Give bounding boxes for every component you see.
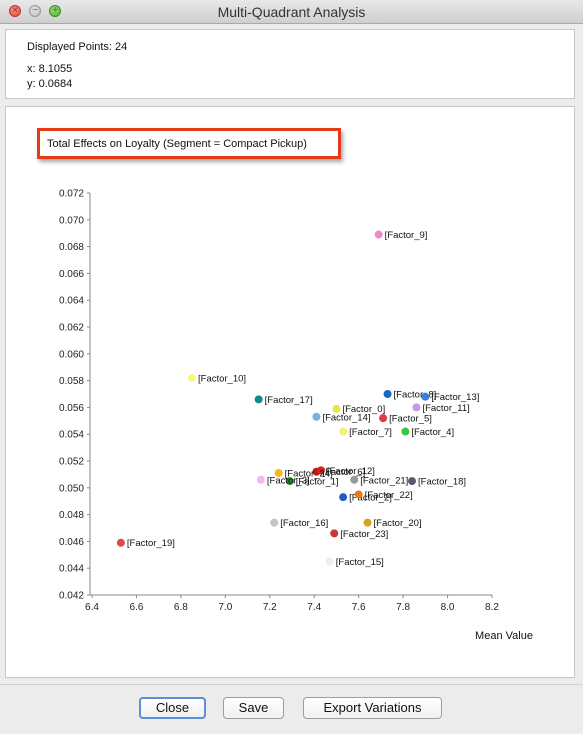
close-icon: × bbox=[12, 5, 18, 16]
x-axis-title: Mean Value bbox=[475, 630, 533, 642]
window-title: Multi-Quadrant Analysis bbox=[217, 4, 366, 20]
data-point-label: [Factor_2] bbox=[349, 493, 392, 504]
data-point bbox=[374, 230, 383, 239]
window-minimize-button[interactable]: − bbox=[29, 5, 41, 17]
data-point bbox=[412, 403, 421, 412]
data-point bbox=[354, 490, 363, 499]
chart-points: [Factor_0] [Factor_1] [Factor_2] [Factor_3]… bbox=[116, 230, 479, 568]
y-tick-label: 0.056 bbox=[59, 403, 84, 414]
y-tick-label: 0.062 bbox=[59, 323, 84, 334]
data-point-label: [Factor_7] bbox=[349, 427, 392, 438]
data-point bbox=[254, 395, 263, 404]
data-point-label: [Factor_20] bbox=[374, 518, 422, 529]
y-tick-label: 0.046 bbox=[59, 537, 84, 548]
data-point-label: [Factor_3] bbox=[267, 475, 310, 486]
data-point-label: [Factor_22] bbox=[365, 490, 413, 501]
data-point-label: [Factor_14] bbox=[322, 412, 370, 423]
data-point bbox=[270, 518, 279, 527]
data-point bbox=[401, 427, 410, 436]
x-tick-label: 8.0 bbox=[441, 602, 455, 613]
data-point-label: [Factor_23] bbox=[340, 529, 388, 540]
data-point bbox=[339, 427, 348, 436]
data-point-label: [Factor_15] bbox=[336, 557, 384, 568]
info-panel: Displayed Points: 24 x: 8.1055 y: 0.0684 bbox=[5, 29, 575, 99]
data-point-label: [Factor_0] bbox=[342, 404, 385, 415]
y-tick-label: 0.066 bbox=[59, 269, 84, 280]
data-point-label: [Factor_17] bbox=[265, 395, 313, 406]
data-point-label: [Factor_12] bbox=[327, 466, 375, 477]
y-tick-label: 0.064 bbox=[59, 296, 84, 307]
data-point-label: [Factor_9] bbox=[385, 230, 428, 241]
export-variations-button[interactable]: Export Variations bbox=[303, 697, 442, 719]
x-readout: x: 8.1055 bbox=[27, 63, 73, 75]
data-point bbox=[330, 529, 339, 538]
x-tick-label: 7.4 bbox=[307, 602, 321, 613]
x-tick-label: 8.2 bbox=[485, 602, 499, 613]
y-tick-label: 0.072 bbox=[59, 189, 84, 200]
x-tick-label: 6.4 bbox=[85, 602, 99, 613]
chart-title-highlight: Total Effects on Loyalty (Segment = Comp… bbox=[37, 128, 341, 159]
minimize-icon: − bbox=[32, 5, 38, 16]
zoom-icon: + bbox=[52, 5, 58, 16]
scatter-chart[interactable]: 0.042 0.044 0.046 0.048 0.050 0.052 0.054 0.056… bbox=[6, 107, 574, 677]
data-point bbox=[379, 414, 388, 423]
data-point bbox=[363, 518, 372, 527]
data-point bbox=[339, 493, 348, 502]
x-tick-label: 6.6 bbox=[129, 602, 143, 613]
chart-panel[interactable]: 0.042 0.044 0.046 0.048 0.050 0.052 0.054 0.056… bbox=[5, 106, 575, 678]
data-point-label: [Factor_8] bbox=[394, 390, 437, 401]
window-close-button[interactable]: × bbox=[9, 5, 21, 17]
data-point bbox=[408, 477, 416, 486]
close-button[interactable]: Close bbox=[139, 697, 206, 719]
y-tick-label: 0.044 bbox=[59, 564, 84, 575]
window-zoom-button[interactable]: + bbox=[49, 5, 61, 17]
y-tick-label: 0.042 bbox=[59, 591, 84, 602]
data-point-label: [Factor_5] bbox=[389, 414, 432, 425]
data-point bbox=[383, 390, 392, 398]
chart-axes: 0.042 0.044 0.046 0.048 0.050 0.052 0.054 0.056… bbox=[59, 189, 499, 614]
x-tick-label: 6.8 bbox=[174, 602, 188, 613]
data-point-label: [Factor_1] bbox=[296, 477, 339, 488]
x-tick-label: 7.6 bbox=[352, 602, 366, 613]
data-point bbox=[316, 466, 325, 475]
data-point-label: [Factor_18] bbox=[418, 477, 466, 488]
data-point-label: [Factor_4] bbox=[411, 427, 454, 438]
data-point bbox=[350, 475, 359, 484]
data-point bbox=[274, 469, 283, 478]
data-point-label: [Factor_19] bbox=[127, 538, 175, 549]
data-point-label: [Factor_10] bbox=[198, 373, 246, 384]
data-point bbox=[325, 557, 334, 566]
x-tick-label: 7.0 bbox=[218, 602, 232, 613]
y-tick-label: 0.060 bbox=[59, 349, 84, 360]
y-tick-label: 0.054 bbox=[59, 430, 84, 441]
data-point bbox=[256, 475, 265, 484]
x-tick-label: 7.2 bbox=[263, 602, 277, 613]
button-bar: Close Save Export Variations bbox=[0, 684, 583, 734]
y-tick-label: 0.068 bbox=[59, 242, 84, 253]
data-point-label: [Factor_13] bbox=[431, 392, 479, 403]
data-point bbox=[285, 477, 294, 486]
data-point-label: [Factor_6] bbox=[322, 467, 365, 478]
data-point bbox=[312, 412, 321, 421]
data-point bbox=[421, 392, 430, 401]
y-tick-label: 0.058 bbox=[59, 376, 84, 387]
displayed-points-label: Displayed Points: 24 bbox=[27, 41, 128, 53]
data-point-label: [Factor_16] bbox=[280, 518, 328, 529]
y-tick-label: 0.070 bbox=[59, 215, 84, 226]
data-point-label: [Factor_11] bbox=[422, 403, 469, 414]
y-readout: y: 0.0684 bbox=[27, 78, 73, 90]
x-tick-label: 7.8 bbox=[396, 602, 410, 613]
data-point bbox=[116, 538, 125, 547]
title-bar: × − + Multi-Quadrant Analysis bbox=[0, 0, 583, 24]
save-button[interactable]: Save bbox=[223, 697, 284, 719]
data-point-label: [Factor_24] bbox=[285, 469, 333, 480]
y-tick-label: 0.048 bbox=[59, 510, 84, 521]
data-point-label: [Factor_21] bbox=[360, 475, 408, 486]
chart-title: Total Effects on Loyalty (Segment = Comp… bbox=[47, 138, 307, 150]
data-point bbox=[188, 373, 196, 382]
y-tick-label: 0.052 bbox=[59, 457, 84, 468]
data-point bbox=[332, 404, 341, 413]
y-tick-label: 0.050 bbox=[59, 483, 84, 494]
